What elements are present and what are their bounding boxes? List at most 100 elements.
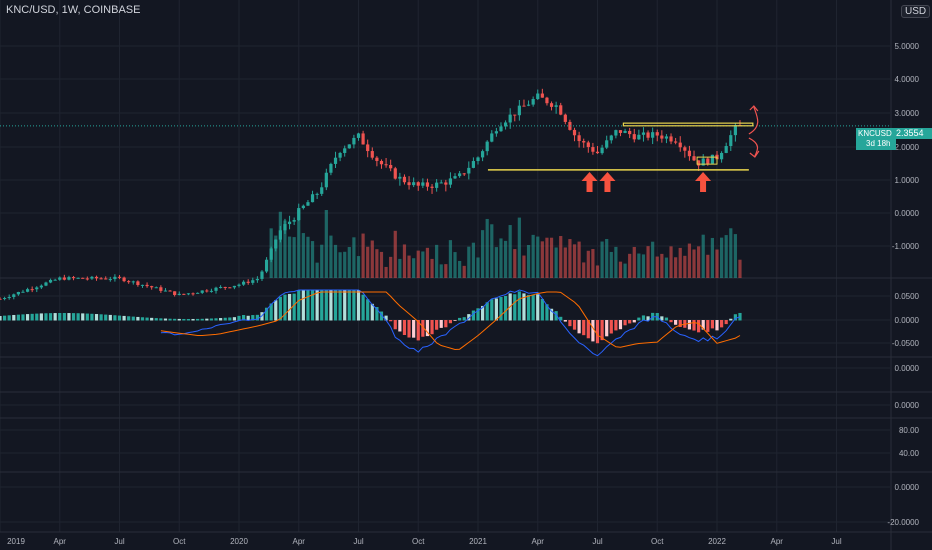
volume-bar (467, 246, 471, 278)
volume-bar (646, 246, 650, 278)
candle (62, 277, 66, 280)
candle (127, 281, 131, 283)
volume-bar (605, 238, 609, 278)
macd-bar (660, 316, 664, 321)
macd-bar (71, 313, 76, 321)
macd-bar (274, 300, 278, 321)
macd-bar (393, 320, 397, 330)
candle (384, 164, 388, 166)
candle (0, 298, 2, 300)
volume-bar (375, 249, 379, 278)
macd-bar (389, 320, 393, 322)
pane-tick-label: 0.0000 (895, 483, 920, 492)
volume-bar (614, 246, 618, 278)
time-tick-label: 2020 (230, 537, 248, 546)
macd-bar (526, 294, 531, 321)
macd-bar (375, 307, 379, 321)
volume-bar (297, 210, 301, 278)
volume-bar (618, 261, 623, 278)
candle (526, 104, 531, 106)
macd-bar (623, 320, 627, 326)
macd-bar (131, 316, 135, 321)
currency-badge[interactable]: USD (901, 5, 931, 18)
candle (99, 278, 103, 280)
macd-bar (632, 320, 636, 323)
macd-bar (425, 320, 430, 337)
candle (425, 182, 430, 187)
candle (264, 259, 269, 272)
macd-bar (140, 317, 145, 321)
candle (600, 147, 604, 154)
macd-bar (582, 320, 586, 336)
candle (632, 134, 636, 140)
volume-bar (476, 257, 480, 278)
macd-bar (196, 318, 200, 321)
candle (508, 114, 512, 123)
volume-bar (287, 236, 292, 278)
macd-bar (453, 320, 457, 321)
candle (287, 221, 292, 225)
candle (490, 133, 494, 142)
candle (719, 152, 724, 160)
candle (674, 141, 678, 143)
signal-line (160, 291, 741, 351)
candle (582, 141, 586, 143)
symbol-title[interactable]: KNC/USD, 1W, COINBASE (6, 4, 141, 16)
volume-bar (283, 220, 287, 278)
candle (2, 298, 7, 300)
price-axis: 5.0000 4.0000 3.0000 2.0000 1.0000 0.0000 -1.0… (887, 42, 919, 527)
time-tick-label: 2022 (708, 537, 726, 546)
macd-bar (343, 290, 347, 321)
macd-bar (628, 320, 632, 324)
candle (232, 285, 237, 288)
macd-bar (724, 320, 728, 325)
macd-bar (301, 290, 305, 321)
candle (370, 151, 374, 158)
macd-bar (697, 320, 701, 333)
macd-bar (219, 318, 223, 321)
candle (375, 157, 379, 161)
macd-line (160, 289, 741, 357)
macd-bar (163, 318, 168, 321)
volume-bar (651, 241, 655, 278)
macd-bar (214, 318, 218, 321)
volume-bar (425, 247, 430, 278)
volume-bar (678, 247, 682, 278)
up-arrow-icon (695, 172, 712, 192)
macd-bar (467, 314, 471, 321)
macd-bar (559, 316, 563, 321)
candle (136, 281, 140, 286)
macd-bar (706, 320, 710, 332)
macd-bar (591, 320, 595, 342)
macd-bar (545, 304, 549, 321)
macd-bar (729, 318, 733, 321)
candle (53, 279, 57, 281)
volume-bar (559, 236, 563, 278)
macd-bar (522, 293, 526, 321)
macd-bar (517, 291, 521, 321)
volume-bar (453, 252, 457, 278)
macd-bar (58, 313, 62, 321)
macd-bar (113, 315, 117, 321)
candle (214, 287, 218, 291)
volume-bar (540, 241, 544, 278)
volume-bar (370, 240, 374, 278)
candle (554, 105, 558, 107)
candle (407, 182, 411, 186)
macd-bar (287, 293, 292, 321)
candle (729, 135, 733, 147)
macd-bar (641, 315, 646, 321)
candle (499, 126, 503, 132)
price-tick-label: -1.0000 (892, 242, 920, 251)
macd-bar (480, 305, 485, 321)
candle (333, 157, 338, 164)
macd-bar (664, 317, 669, 321)
macd-bar (536, 294, 540, 321)
candle (572, 129, 577, 136)
candle (586, 142, 590, 148)
candle (724, 146, 728, 153)
candle (402, 176, 407, 183)
price-tick-label: 4.0000 (895, 75, 920, 84)
macd-bar (53, 313, 57, 321)
